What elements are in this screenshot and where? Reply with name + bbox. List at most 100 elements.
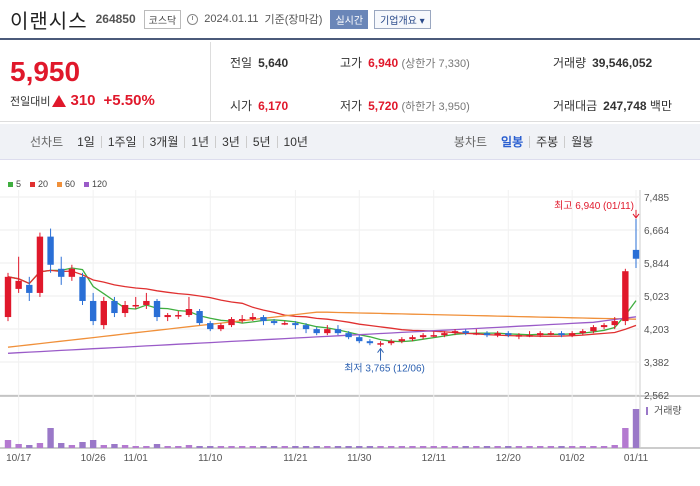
- candle-down: [558, 333, 565, 336]
- candle-up: [473, 333, 480, 335]
- current-price: 5,950: [10, 56, 81, 87]
- volume-bar: [47, 428, 54, 448]
- volume-bar: [462, 446, 469, 448]
- volume-bar: [249, 446, 257, 448]
- candle-down: [89, 300, 97, 322]
- open-price: 시가 6,170: [230, 99, 289, 113]
- candle-down: [302, 325, 310, 330]
- x-tick-label: 10/26: [81, 453, 106, 464]
- candle-up: [281, 323, 288, 325]
- candle-up: [568, 333, 576, 336]
- tab-monthly[interactable]: 월봉: [571, 135, 594, 149]
- candle-down: [58, 268, 65, 277]
- volume-bar: [622, 428, 629, 448]
- candle-down: [462, 331, 469, 334]
- tab-3y[interactable]: 3년: [222, 135, 240, 149]
- volume-bar: [270, 446, 278, 448]
- chevron-down-icon: ▾: [419, 15, 425, 27]
- up-triangle-icon: [52, 94, 67, 107]
- candlestick-chart[interactable]: 7,485 6,664 5,844 5,023 4,203 3,382 2,562 10/17…: [0, 190, 700, 486]
- volume-bar: [281, 446, 288, 448]
- candle-up: [515, 335, 523, 337]
- volume-bar: [505, 446, 512, 448]
- prev-close: 전일 5,640: [230, 56, 289, 70]
- tab-weekly[interactable]: 주봉: [536, 135, 559, 149]
- candle-up: [228, 319, 235, 326]
- x-tick-label: 12/11: [422, 453, 447, 464]
- candle-down: [313, 329, 320, 334]
- divider: [210, 42, 211, 122]
- candle-up: [441, 333, 448, 336]
- volume-bar: [143, 446, 150, 448]
- candle-up: [419, 335, 427, 338]
- y-tick-label: 7,485: [644, 193, 669, 204]
- price-panel: 5,950 전일대비 310 +5.50% 전일 5,640 고가 6,940 (상…: [0, 42, 700, 122]
- volume-bar: [26, 445, 33, 448]
- tab-1w[interactable]: 1주일: [107, 135, 137, 149]
- y-tick-label: 2,562: [644, 391, 669, 402]
- volume-bar: [292, 446, 299, 448]
- volume-bar: [419, 446, 427, 448]
- candle-up: [68, 268, 76, 277]
- company-overview-button[interactable]: 기업개요 ▾: [374, 9, 431, 29]
- volume-bar: [121, 445, 129, 448]
- low-price: 저가 5,720 (하한가 3,950): [340, 99, 470, 113]
- volume-bar: [238, 446, 246, 448]
- realtime-button[interactable]: 실시간: [330, 9, 369, 29]
- low-arrowhead: [377, 347, 384, 353]
- y-tick-label: 5,844: [644, 259, 669, 270]
- candle-up: [100, 300, 107, 326]
- candle-down: [26, 284, 33, 293]
- tab-1d[interactable]: 1일: [77, 135, 95, 149]
- y-tick-label: 3,382: [644, 358, 669, 369]
- candle-up: [409, 337, 416, 340]
- candle-down: [334, 329, 342, 334]
- candle-up: [611, 321, 618, 326]
- clock-icon: [187, 13, 199, 25]
- volume-bar: [568, 446, 576, 448]
- quote-basis: 기준(장마감): [264, 14, 323, 26]
- line-chart-label: 선차트: [30, 135, 64, 149]
- volume-bar: [58, 443, 65, 448]
- y-tick-label: 6,664: [644, 226, 669, 237]
- volume-bar: [409, 446, 416, 448]
- volume-bar: [537, 446, 544, 448]
- candle-up: [377, 343, 384, 345]
- volume-bar: [526, 446, 533, 448]
- market-badge: 코스닥: [143, 9, 182, 29]
- candle-down: [79, 276, 86, 301]
- candle-up: [36, 236, 44, 293]
- tab-1y[interactable]: 1년: [191, 135, 210, 149]
- volume-bar: [558, 446, 565, 448]
- candle-up: [164, 315, 171, 318]
- volume-bar: [89, 440, 97, 448]
- candle-up: [4, 276, 12, 318]
- high-annotation: 최고 6,940 (01/11): [554, 200, 634, 212]
- candle-up: [622, 271, 629, 322]
- change-label: 전일대비: [10, 95, 51, 108]
- volume-bar: [132, 446, 139, 448]
- candle-up: [398, 339, 406, 342]
- candle-up: [185, 309, 193, 316]
- candle-up: [387, 341, 395, 344]
- legend-ma120: 120: [84, 179, 107, 189]
- tab-10y[interactable]: 10년: [283, 135, 308, 149]
- tab-3m[interactable]: 3개월: [149, 135, 179, 149]
- volume-bar: [473, 446, 480, 448]
- volume-bar: [100, 445, 107, 448]
- volume-bar: [590, 446, 597, 448]
- candle-down: [366, 341, 374, 344]
- volume-bar: [345, 446, 352, 448]
- volume-bar: [260, 446, 267, 448]
- volume-bar: [185, 445, 193, 448]
- candle-up: [590, 327, 597, 332]
- stock-header: 이랜시스 264850 코스닥 2024.01.11 기준(장마감) 실시간 기…: [0, 0, 700, 40]
- tab-5y[interactable]: 5년: [252, 135, 271, 149]
- volume-bar: [441, 446, 448, 448]
- quote-date: 2024.01.11: [204, 13, 259, 25]
- stock-name: 이랜시스: [10, 10, 88, 33]
- candle-up: [15, 280, 22, 289]
- tab-daily[interactable]: 일봉: [501, 135, 524, 149]
- volume-bar: [228, 446, 235, 448]
- candle-down: [270, 321, 278, 324]
